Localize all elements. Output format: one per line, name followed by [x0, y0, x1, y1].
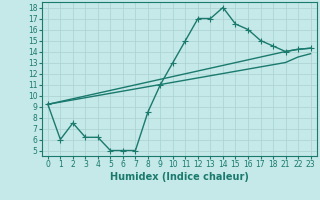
X-axis label: Humidex (Indice chaleur): Humidex (Indice chaleur) [110, 172, 249, 182]
